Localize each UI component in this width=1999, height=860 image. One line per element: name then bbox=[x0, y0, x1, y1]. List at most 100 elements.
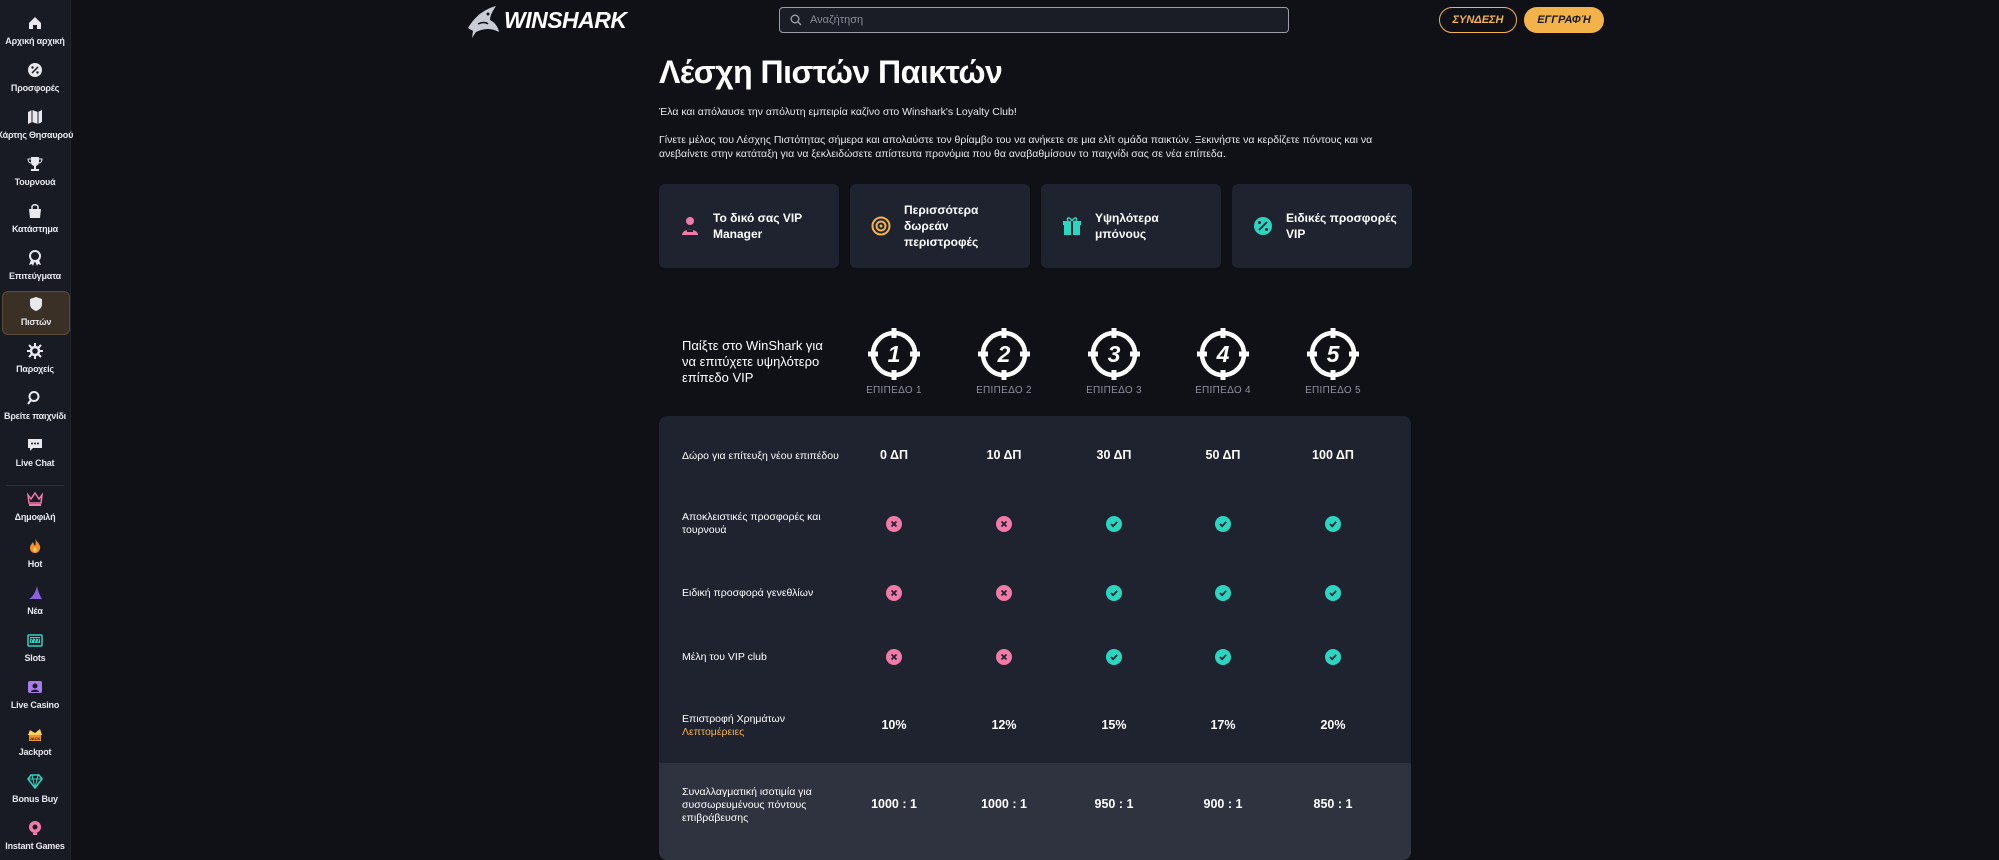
sidebar-item[interactable]: Αρχική αρχική bbox=[2, 11, 68, 53]
cross-icon bbox=[886, 585, 902, 601]
search-icon bbox=[790, 14, 802, 26]
level-number: 3 bbox=[1108, 341, 1121, 367]
providers-gear-icon bbox=[27, 343, 43, 359]
vip-intro-text: Παίξτε στο WinShark για να επιτύχετε υψη… bbox=[682, 338, 823, 385]
intro-text: Έλα και απόλαυσε την απόλυτη εμπειρία κα… bbox=[659, 106, 1017, 118]
level-number: 5 bbox=[1327, 341, 1341, 367]
table-cell-value: 10% bbox=[881, 718, 907, 732]
sidebar-item-label: Δημοφιλή bbox=[14, 512, 56, 522]
jackpot-icon: JACK bbox=[27, 726, 43, 742]
slots-icon: 777 bbox=[27, 632, 43, 648]
intro-description: Γίνετε μέλος του Λέσχης Πιστότητας σήμερ… bbox=[659, 134, 1373, 160]
logo-text: WINSHARK bbox=[504, 6, 627, 33]
perk-label: Ειδικές προσφορές VIP bbox=[1286, 211, 1397, 241]
row-label-text: Μέλη του VIP club bbox=[682, 650, 767, 663]
search-bar[interactable] bbox=[779, 7, 1289, 33]
diamond-icon bbox=[27, 773, 43, 789]
sidebar-item[interactable]: Προσφορές bbox=[2, 58, 68, 100]
table-cell-value: 1000 : 1 bbox=[981, 797, 1027, 811]
level-label: ΕΠΙΠΕΔΟ 5 bbox=[1305, 385, 1361, 396]
check-icon bbox=[1325, 516, 1341, 532]
check-icon bbox=[1325, 585, 1341, 601]
cross-icon bbox=[996, 585, 1012, 601]
achievement-icon bbox=[27, 250, 43, 266]
sidebar-item-label: Live Casino bbox=[10, 700, 60, 710]
sidebar-item-label: Χάρτης Θησαυρού bbox=[0, 130, 74, 140]
sidebar-item[interactable]: JACK Jackpot bbox=[2, 722, 68, 764]
check-icon bbox=[1215, 516, 1231, 532]
sidebar-item[interactable]: Κατάστημα bbox=[2, 199, 68, 241]
sidebar-item[interactable]: Live Casino bbox=[2, 675, 68, 717]
sidebar-item[interactable]: Bonus Buy bbox=[2, 769, 68, 811]
row-label-text: Επιστροφή Χρημάτων bbox=[682, 713, 785, 725]
fire-icon bbox=[27, 538, 43, 554]
sidebar-item[interactable]: Πιστών bbox=[2, 291, 70, 335]
row-label-text: Δώρο για επίτευξη νέου επιπέδου bbox=[682, 449, 839, 462]
percent-icon bbox=[27, 62, 43, 78]
level-crosshair-icon: 2 bbox=[978, 328, 1030, 380]
sidebar-item[interactable]: Χάρτης Θησαυρού bbox=[0, 105, 73, 147]
table-row-label: Αποκλειστικές προσφορές και τουρνουά bbox=[682, 511, 827, 537]
details-link[interactable]: Λεπτομέρειες bbox=[682, 726, 745, 738]
row-label-text: Αποκλειστικές προσφορές και τουρνουά bbox=[682, 511, 821, 536]
sidebar-item[interactable]: Δημοφιλή bbox=[2, 487, 68, 529]
sidebar-item[interactable]: Παροχείς bbox=[2, 339, 68, 381]
level-number: 4 bbox=[1216, 341, 1230, 367]
register-button[interactable]: ΕΓΓΡΑΦΉ bbox=[1524, 7, 1604, 33]
vip-benefits-table: Δώρο για επίτευξη νέου επιπέδου 0 ΔΠ 10 ΔΠ… bbox=[659, 416, 1411, 860]
sidebar-item-label: Παροχείς bbox=[16, 364, 54, 374]
search-input[interactable] bbox=[808, 13, 1272, 27]
shop-bag-icon bbox=[27, 203, 43, 219]
trophy-icon bbox=[27, 156, 43, 172]
perk-card: Το δικό σας VIP Manager bbox=[659, 184, 839, 268]
table-cell-value: 950 : 1 bbox=[1094, 797, 1134, 811]
sidebar-item-label: Instant Games bbox=[5, 841, 65, 851]
live-casino-icon bbox=[27, 679, 43, 695]
table-cell-value: 850 : 1 bbox=[1313, 797, 1353, 811]
table-cell-value: 50 ΔΠ bbox=[1205, 448, 1241, 462]
shark-fin-icon bbox=[27, 585, 43, 601]
perk-card: Υψηλότερα μπόνους bbox=[1041, 184, 1221, 268]
sidebar-item-label: Πιστών bbox=[20, 317, 52, 327]
sidebar-item[interactable]: Βρείτε παιχνίδι bbox=[2, 386, 68, 428]
perk-label: Το δικό σας VIP Manager bbox=[713, 211, 802, 241]
login-button[interactable]: ΣΥΝΔΕΣΗ bbox=[1439, 7, 1517, 33]
perk-label: Υψηλότερα μπόνους bbox=[1095, 211, 1159, 241]
crown-icon bbox=[27, 491, 43, 507]
table-cell-value: 10 ΔΠ bbox=[986, 448, 1022, 462]
special-offer-icon bbox=[1252, 215, 1274, 237]
check-icon bbox=[1215, 649, 1231, 665]
sidebar-item-label: Νέα bbox=[27, 606, 43, 616]
sidebar-item[interactable]: Τουρνουά bbox=[2, 152, 68, 194]
row-label-text: Ειδική προσφορά γενεθλίων bbox=[682, 586, 814, 599]
search-icon bbox=[27, 390, 43, 406]
sidebar-divider bbox=[6, 485, 64, 486]
sidebar-item[interactable]: 777 Slots bbox=[2, 628, 68, 670]
sidebar-item[interactable]: Live Chat bbox=[2, 433, 68, 475]
sidebar: Αρχική αρχική Προσφορές Χάρτης Θησαυρού Του… bbox=[0, 0, 73, 860]
sidebar-item-label: Bonus Buy bbox=[12, 794, 58, 804]
sidebar-item-label: Αρχική αρχική bbox=[5, 36, 65, 46]
perk-card: Ειδικές προσφορές VIP bbox=[1232, 184, 1412, 268]
sidebar-item-label: Επιτεύγματα bbox=[8, 271, 62, 281]
level-crosshair-icon: 5 bbox=[1307, 328, 1359, 380]
sidebar-item[interactable]: Hot bbox=[2, 534, 68, 576]
sidebar-item[interactable]: Νέα bbox=[2, 581, 68, 623]
row-label-text: Συναλλαγματική ισοτιμία για συσσωρευμένο… bbox=[682, 785, 812, 824]
vip-level-badge: 2 ΕΠΙΠΕΔΟ 2 bbox=[949, 327, 1059, 396]
gift-icon bbox=[1061, 215, 1083, 237]
table-cell-value: 15% bbox=[1101, 718, 1127, 732]
level-crosshair-icon: 4 bbox=[1197, 328, 1249, 380]
level-label: ΕΠΙΠΕΔΟ 4 bbox=[1195, 385, 1251, 396]
level-label: ΕΠΙΠΕΔΟ 2 bbox=[976, 385, 1032, 396]
winshark-logo[interactable]: WINSHARK bbox=[466, 0, 627, 40]
vip-level-badge: 1 ΕΠΙΠΕΔΟ 1 bbox=[839, 327, 949, 396]
sidebar-item-label: Προσφορές bbox=[10, 83, 60, 93]
sidebar-item[interactable]: Instant Games bbox=[2, 816, 68, 858]
check-icon bbox=[1106, 649, 1122, 665]
level-number: 2 bbox=[997, 341, 1011, 367]
level-crosshair-icon: 1 bbox=[868, 328, 920, 380]
loyalty-shield-icon bbox=[28, 296, 44, 312]
table-row-label: Ειδική προσφορά γενεθλίων bbox=[682, 587, 842, 600]
sidebar-item[interactable]: Επιτεύγματα bbox=[2, 246, 68, 288]
